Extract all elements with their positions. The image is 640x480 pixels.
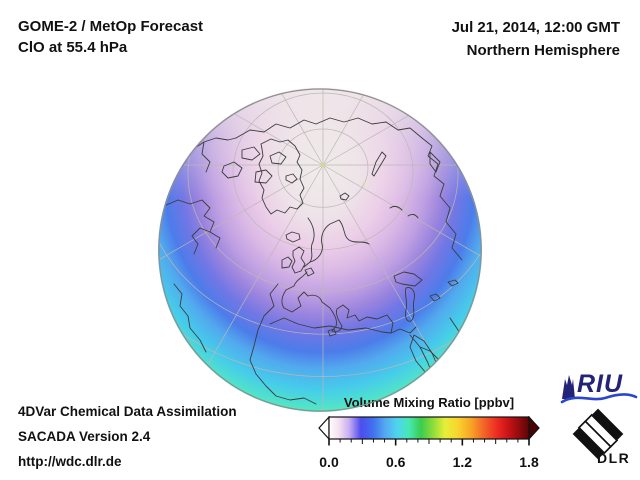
dlr-logo: DLR	[570, 406, 640, 476]
riu-logo: RIU	[560, 370, 638, 407]
svalbard	[339, 192, 350, 201]
tick-label: 0.6	[385, 454, 406, 470]
coastlines	[163, 117, 465, 405]
africa-west-coast	[249, 283, 317, 405]
tick-label: 1.8	[519, 454, 539, 470]
mediterranean-north	[307, 294, 394, 334]
assimilation-label: 4DVar Chemical Data Assimilation	[18, 404, 237, 419]
graticule	[159, 89, 481, 411]
globe-overlay	[158, 88, 482, 412]
red-sea	[409, 334, 435, 380]
tick-label: 0.0	[319, 454, 339, 470]
station-marker	[363, 182, 365, 184]
version-label: SACADA Version 2.4	[18, 429, 151, 444]
tick-label: 1.2	[452, 454, 473, 470]
coast-alaska	[191, 137, 237, 173]
timestamp: Jul 21, 2014, 12:00 GMT	[451, 19, 620, 36]
cathedral-icon	[562, 375, 575, 399]
dlr-logo-text: DLR	[597, 450, 631, 466]
black-sea	[393, 271, 423, 287]
globe-rim	[158, 88, 482, 412]
iberia-france	[281, 271, 309, 313]
url-label: http://wdc.dlr.de	[18, 454, 122, 469]
africa-north-coast	[269, 317, 417, 334]
colorbar-tick-labels: 0.0 0.6 1.2 1.8	[318, 454, 540, 472]
globe-disk	[158, 88, 482, 412]
page-subtitle: ClO at 55.4 hPa	[18, 39, 128, 56]
pole-marker	[321, 163, 325, 167]
coast-north-america	[163, 199, 221, 255]
novaya-zemlya	[371, 151, 387, 177]
colorbar	[318, 415, 540, 446]
coast-na-east	[173, 283, 207, 353]
ireland	[281, 256, 293, 269]
great-britain	[291, 246, 306, 274]
riu-logo-text: RIU	[577, 370, 624, 398]
under-range-arrow	[318, 415, 330, 441]
caspian-sea	[404, 287, 415, 322]
colorbar-ticks	[328, 439, 530, 446]
canadian-arctic-islands	[221, 146, 298, 184]
colorbar-title: Volume Mixing Ratio [ppbv]	[343, 395, 515, 410]
persian-gulf-india	[419, 317, 465, 370]
over-range-arrow	[528, 415, 540, 441]
colorbar-legend: Volume Mixing Ratio [ppbv] 0.0 0.6 1.2 1…	[318, 395, 540, 472]
page-title: GOME-2 / MetOp Forecast	[18, 18, 204, 35]
footer-info: 4DVar Chemical Data Assimilation SACADA …	[18, 399, 237, 474]
denmark	[304, 267, 315, 277]
dlr-emblem-icon	[572, 408, 624, 460]
white-sea	[389, 205, 419, 219]
iceland	[285, 231, 301, 243]
header-right: Jul 21, 2014, 12:00 GMT Northern Hemisph…	[452, 16, 620, 62]
coast-arctic-siberia	[235, 117, 423, 139]
region-label: Northern Hemisphere	[466, 42, 620, 59]
coast-east-asia	[421, 137, 463, 261]
riu-wave-icon	[560, 393, 638, 404]
sicily	[327, 328, 337, 337]
kamchatka	[429, 151, 441, 173]
riu-logo-graphics	[560, 375, 638, 404]
scandinavia	[303, 217, 370, 268]
aral-balkhash	[429, 279, 459, 302]
colorbar-gradient	[328, 416, 530, 440]
greenland	[258, 138, 305, 215]
header-left: GOME-2 / MetOp Forecast ClO at 55.4 hPa	[18, 16, 203, 58]
